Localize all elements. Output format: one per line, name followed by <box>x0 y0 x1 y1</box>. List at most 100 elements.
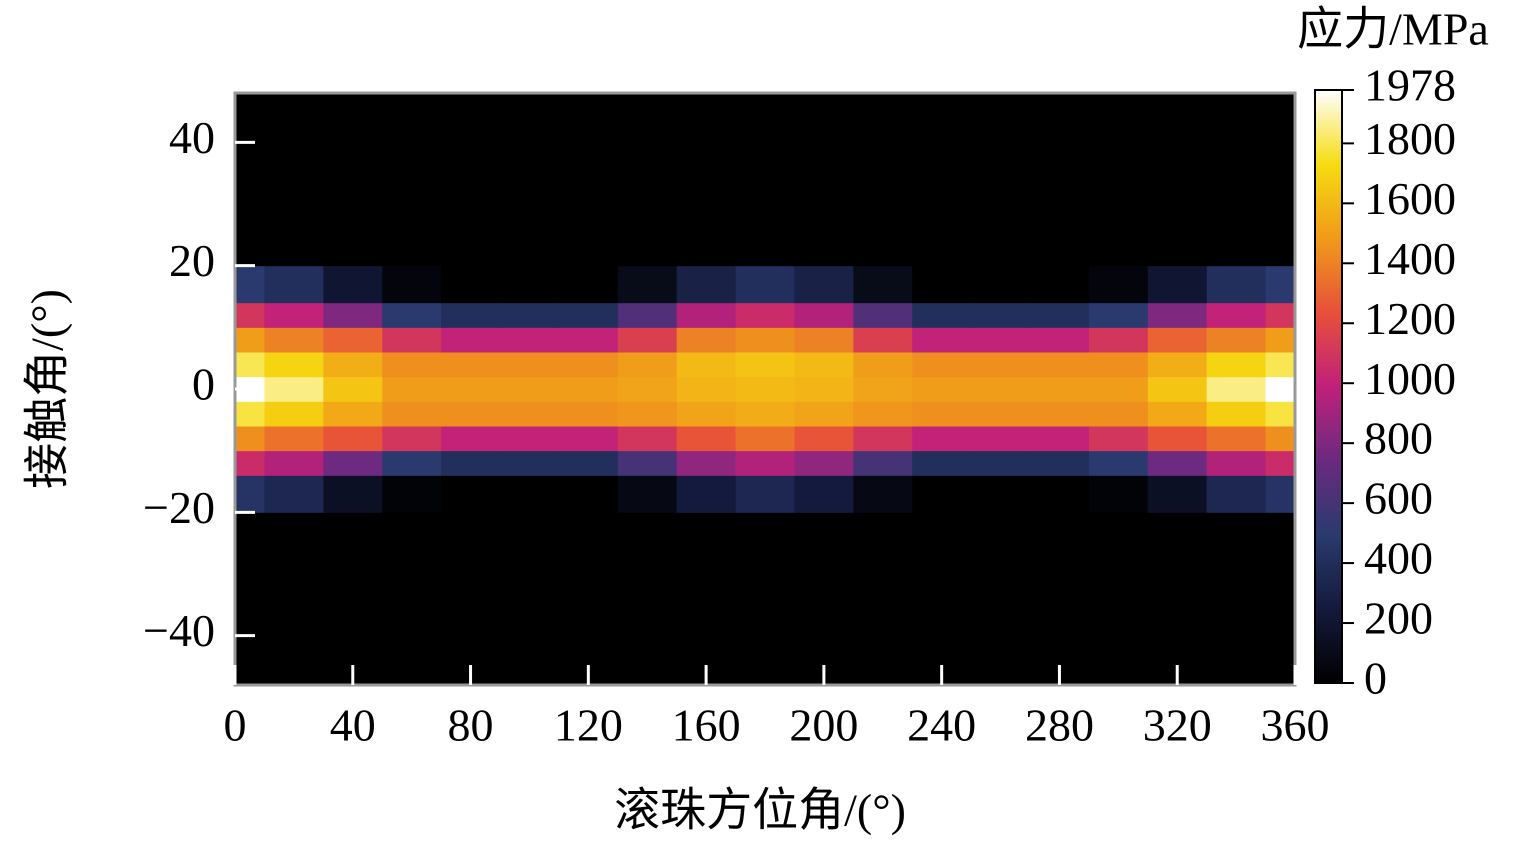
heat-cell <box>441 302 501 328</box>
heat-cell <box>1206 512 1267 612</box>
heat-cell <box>617 401 678 427</box>
heat-cell <box>382 352 442 378</box>
heat-cell <box>1265 327 1296 353</box>
y-axis-title: 接触角/(°) <box>22 289 73 489</box>
heat-cell <box>912 327 972 353</box>
heat-cell <box>500 93 560 168</box>
heat-cell <box>617 426 678 452</box>
heat-cell <box>382 376 442 402</box>
heat-cell <box>794 167 854 267</box>
heat-cell <box>264 512 324 612</box>
heat-cell <box>794 401 854 427</box>
heat-cell <box>382 611 442 686</box>
heat-cell <box>264 265 324 304</box>
heat-cell <box>264 167 324 267</box>
heat-cell <box>264 450 324 476</box>
heat-cell <box>264 475 324 513</box>
heat-cell <box>794 352 854 378</box>
heat-cell <box>441 512 501 612</box>
heat-cell <box>676 167 737 267</box>
heat-cell <box>912 475 972 513</box>
colorbar-tick-label: 600 <box>1364 473 1433 524</box>
heat-cell <box>323 302 383 328</box>
heat-cell <box>1030 512 1090 612</box>
colorbar-tick-label: 200 <box>1364 593 1433 644</box>
heat-cell <box>735 327 795 353</box>
heat-cell <box>1088 450 1149 476</box>
heat-cell <box>382 93 442 168</box>
heat-cell <box>558 265 619 304</box>
heat-cell <box>1030 327 1090 353</box>
heat-cell <box>1088 376 1149 402</box>
heat-cell <box>1088 167 1149 267</box>
heat-cell <box>500 376 560 402</box>
colorbar-tick-label: 800 <box>1364 413 1433 464</box>
heat-cell <box>1147 450 1208 476</box>
heat-cell <box>382 167 442 267</box>
heat-cell <box>1147 401 1208 427</box>
heat-cell <box>1088 512 1149 612</box>
colorbar-tick-label: 1000 <box>1364 353 1456 404</box>
heat-cell <box>853 167 913 267</box>
heat-cell <box>853 93 913 168</box>
heat-cell <box>1265 611 1296 686</box>
heat-cell <box>1147 265 1208 304</box>
heat-cell <box>1088 401 1149 427</box>
heat-cell <box>1265 450 1296 476</box>
heat-cell <box>735 426 795 452</box>
heat-cell <box>264 327 324 353</box>
heat-cell <box>853 352 913 378</box>
heat-cell <box>853 450 913 476</box>
heat-cell <box>1088 426 1149 452</box>
heat-cell <box>264 352 324 378</box>
heat-cell <box>558 352 619 378</box>
heat-cell <box>264 302 324 328</box>
heat-cell <box>323 450 383 476</box>
colorbar-tick-label: 1600 <box>1364 173 1456 224</box>
heat-cell <box>912 302 972 328</box>
heat-cell <box>1030 426 1090 452</box>
x-axis-title: 滚珠方位角/(°) <box>614 785 906 836</box>
heat-cell <box>264 401 324 427</box>
heat-cell <box>382 450 442 476</box>
heat-cell <box>1147 93 1208 168</box>
heat-cell <box>794 327 854 353</box>
heat-cell <box>1265 512 1296 612</box>
heat-cell <box>912 450 972 476</box>
colorbar-tick-label: 1800 <box>1364 113 1456 164</box>
heat-cell <box>676 426 737 452</box>
heat-cell <box>1206 302 1267 328</box>
heat-cell <box>617 611 678 686</box>
heat-cell <box>500 426 560 452</box>
heat-cell <box>441 265 501 304</box>
heat-cell <box>1030 475 1090 513</box>
heat-cell <box>235 167 265 267</box>
heat-cell <box>382 401 442 427</box>
heat-cell <box>1206 352 1267 378</box>
heat-cell <box>912 93 972 168</box>
heat-cell <box>1030 401 1090 427</box>
heat-cell <box>1265 426 1296 452</box>
heat-cell <box>676 302 737 328</box>
heat-cell <box>676 352 737 378</box>
x-tick-label: 40 <box>330 700 376 751</box>
heat-cell <box>441 167 501 267</box>
x-tick-label: 280 <box>1025 700 1094 751</box>
x-tick-label: 0 <box>224 700 247 751</box>
heat-cell <box>264 93 324 168</box>
colorbar-title: 应力/MPa <box>1297 4 1489 55</box>
heat-cell <box>617 167 678 267</box>
heat-cell <box>264 426 324 452</box>
heat-cell <box>323 265 383 304</box>
heat-cell <box>500 401 560 427</box>
heat-cell <box>1206 93 1267 168</box>
heat-cell <box>853 302 913 328</box>
heat-cell <box>323 93 383 168</box>
heat-cell <box>558 426 619 452</box>
heat-cell <box>676 512 737 612</box>
heat-cell <box>617 376 678 402</box>
heat-cell <box>382 512 442 612</box>
heat-cell <box>971 475 1031 513</box>
heat-cell <box>1265 475 1296 513</box>
